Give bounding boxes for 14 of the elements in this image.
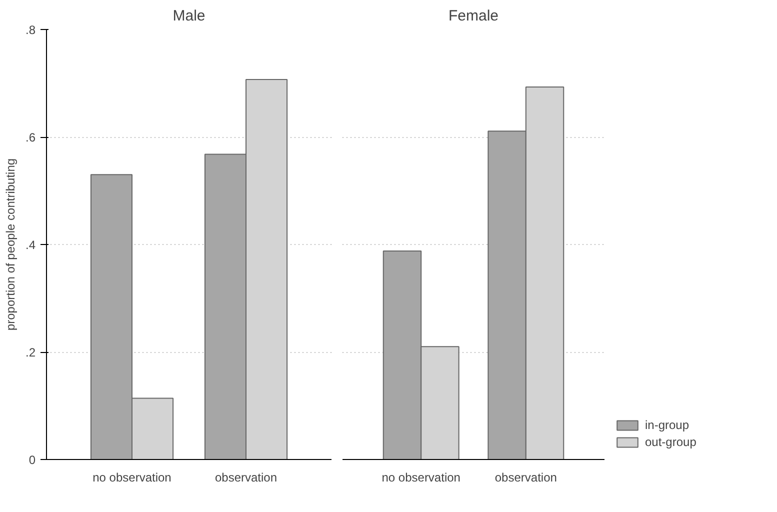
y-tick-label: 0 [28,453,36,467]
legend-label: out-group [645,435,696,449]
y-tick-label: .8 [25,23,36,37]
chart-title: Female [448,8,499,24]
y-tick-label: .2 [25,346,36,360]
x-tick-label: no observation [92,470,172,484]
x-tick-label: observation [214,470,278,484]
x-tick-label: observation [494,470,557,484]
chart-title: Male [172,8,206,24]
legend-label: in-group [645,418,690,432]
y-axis-title: proportion of people contributing [3,158,18,331]
y-tick-label: .4 [25,238,36,252]
y-tick-label: .6 [25,130,36,144]
x-tick-label: no observation [382,470,460,484]
